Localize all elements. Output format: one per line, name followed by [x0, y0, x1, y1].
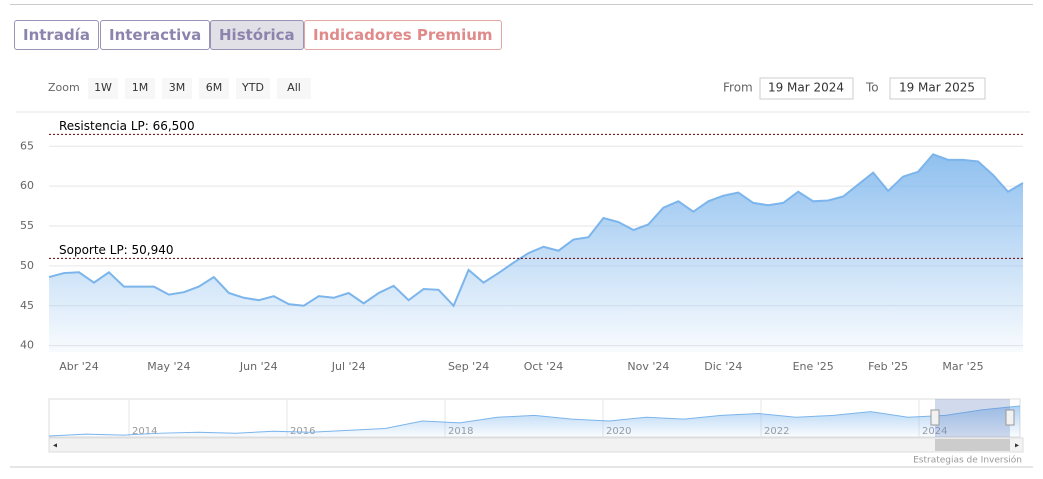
x-tick-label: May '24 [147, 360, 190, 373]
x-tick-label: Ene '25 [793, 360, 834, 373]
y-tick-label: 45 [20, 299, 34, 312]
from-input[interactable] [759, 77, 854, 100]
zoom-button-label[interactable]: All [287, 81, 301, 94]
zoom-button-label[interactable]: 1M [132, 81, 149, 94]
annotation-label: Resistencia LP: 66,500 [59, 119, 195, 133]
y-tick-label: 65 [20, 139, 34, 152]
zoom-button[interactable] [162, 78, 192, 99]
credit: Estrategias de Inversión [913, 455, 1022, 466]
y-tick-label: 60 [20, 179, 34, 192]
tab[interactable]: Histórica [210, 20, 304, 50]
tab[interactable]: Indicadores Premium [304, 20, 502, 50]
to-date[interactable]: 19 Mar 2025 [899, 81, 975, 95]
zoom-button[interactable] [125, 78, 155, 99]
area [49, 154, 1023, 352]
x-tick-label: Oct '24 [524, 360, 564, 373]
x-tick-label: Nov '24 [627, 360, 669, 373]
x-tick-label: Abr '24 [59, 360, 99, 373]
y-tick-label: 55 [20, 219, 34, 232]
tab[interactable]: Intradía [14, 20, 99, 50]
scroll-left[interactable]: ◂ [53, 441, 57, 450]
top-rule [10, 4, 1033, 5]
zoom-button-label[interactable]: 6M [206, 81, 223, 94]
zoom-button-label[interactable]: 1W [94, 81, 112, 94]
scroll-right[interactable]: ▸ [1015, 441, 1019, 450]
zoom-button[interactable] [88, 78, 118, 99]
x-tick-label: Dic '24 [704, 360, 742, 373]
navigator-line [48, 405, 1021, 437]
x-tick-label: Sep '24 [448, 360, 489, 373]
tab[interactable]: Interactiva [100, 20, 211, 50]
zoom-button[interactable] [199, 78, 229, 99]
navigator-handle[interactable] [1005, 409, 1015, 426]
line [48, 153, 1024, 308]
navigator-selection[interactable] [935, 399, 1010, 437]
zoom-label: Zoom [48, 81, 80, 94]
x-tick-label: Feb '25 [868, 360, 908, 373]
from-label: From [723, 81, 753, 95]
navigator-handle[interactable] [930, 409, 940, 426]
scroll-thumb[interactable] [935, 439, 1010, 451]
zoom-button-label[interactable]: YTD [241, 81, 264, 94]
navigator-area [49, 406, 1020, 437]
annotation-label: Soporte LP: 50,940 [59, 243, 174, 257]
zoom-button[interactable] [277, 78, 311, 99]
x-tick-label: Mar '25 [942, 360, 983, 373]
zoom-button-label[interactable]: 3M [169, 81, 186, 94]
scrollbar[interactable] [48, 437, 1024, 453]
zoom-button[interactable] [236, 78, 270, 99]
to-label: To [865, 81, 879, 95]
y-tick-label: 40 [20, 339, 34, 352]
navigator-label: 2014 [132, 426, 157, 437]
to-input[interactable] [889, 77, 986, 100]
x-tick-label: Jul '24 [331, 360, 366, 373]
y-tick-label: 50 [20, 259, 34, 272]
navigator-label: 2016 [290, 426, 315, 437]
from-date[interactable]: 19 Mar 2024 [768, 81, 844, 95]
x-tick-label: Jun '24 [239, 360, 278, 373]
